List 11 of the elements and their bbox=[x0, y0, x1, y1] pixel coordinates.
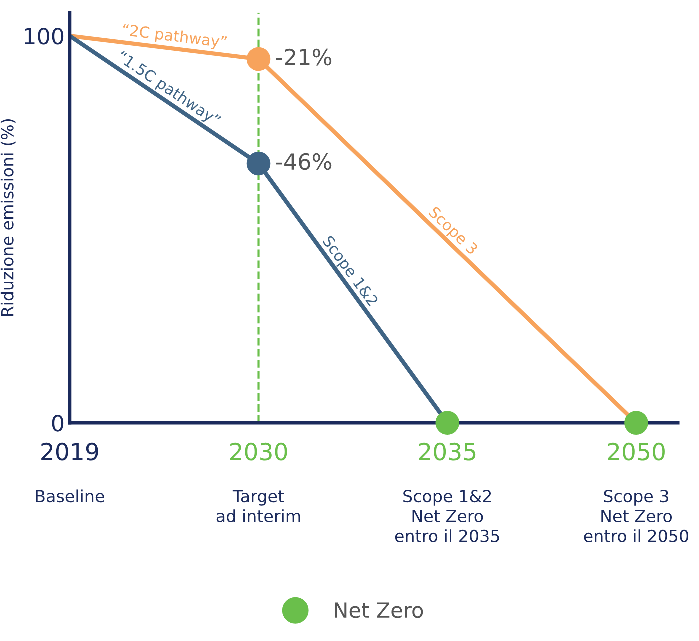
annotation: “2C pathway” bbox=[122, 24, 228, 51]
y-tick-label: 100 bbox=[25, 28, 64, 45]
annotation: -46% bbox=[276, 153, 332, 170]
category-label: 2050 Scope 3 Net Zero entro il 2050 bbox=[584, 442, 689, 542]
legend-label: Net Zero bbox=[335, 602, 424, 618]
category-label: 2019 Baseline bbox=[36, 442, 104, 503]
category-label: 2030 Target ad interim bbox=[216, 442, 300, 523]
category-label: 2035 Scope 1&2 Net Zero entro il 2035 bbox=[395, 442, 500, 542]
y-tick-label: 0 bbox=[52, 415, 64, 432]
annotation: -21% bbox=[276, 48, 332, 66]
y-axis-title: Riduzione emissioni (%) bbox=[0, 120, 16, 316]
